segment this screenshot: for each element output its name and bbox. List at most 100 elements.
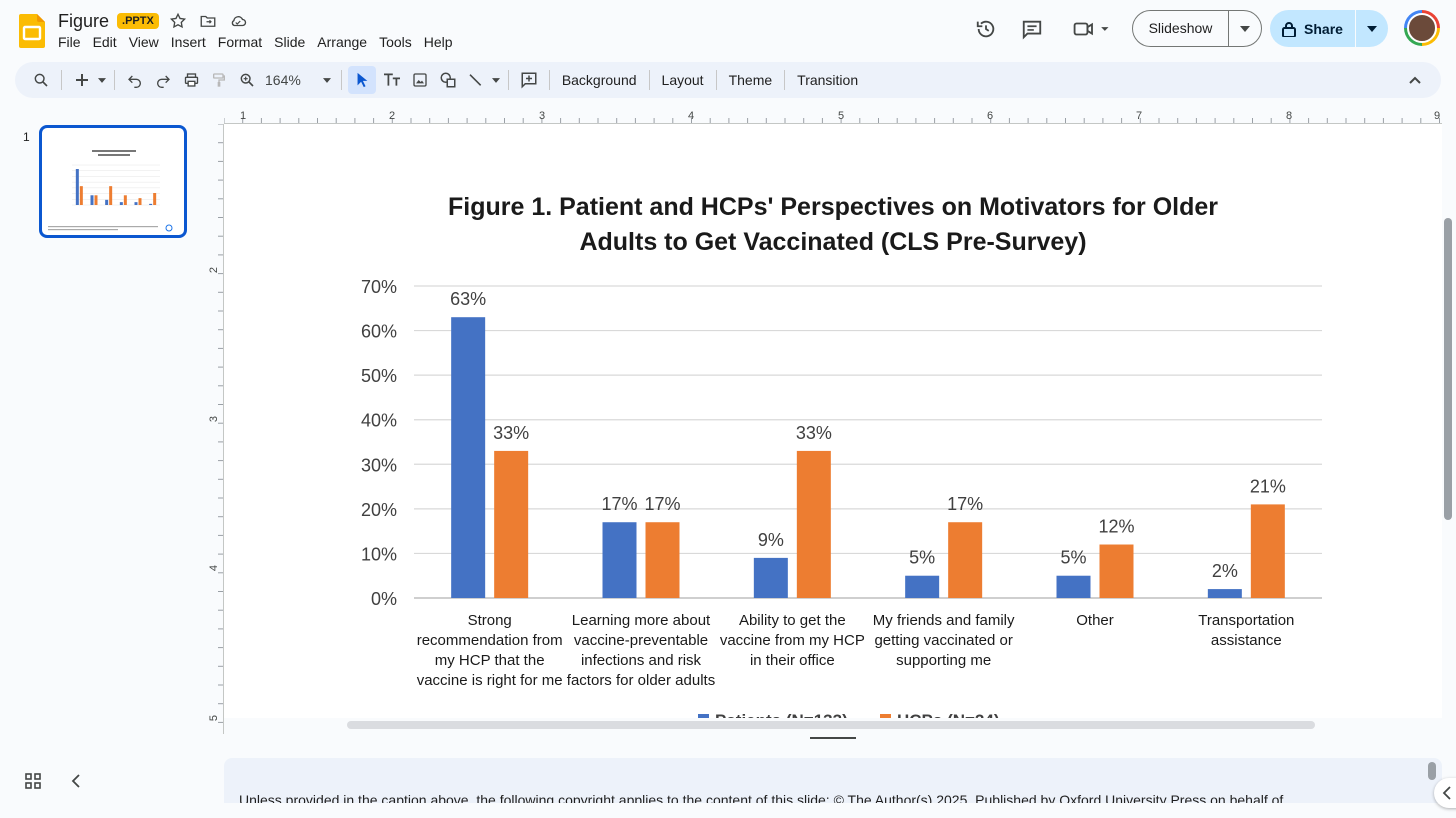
layout-button[interactable]: Layout: [661, 72, 704, 88]
vertical-scrollbar[interactable]: [1444, 218, 1452, 520]
grid-view-icon[interactable]: [24, 772, 42, 795]
category-label: getting vaccinated or: [874, 632, 1012, 649]
slideshow-button[interactable]: Slideshow: [1132, 10, 1262, 47]
slideshow-label[interactable]: Slideshow: [1133, 11, 1229, 46]
menu-bar: File Edit View Insert Format Slide Arran…: [58, 34, 465, 50]
shape-icon[interactable]: [434, 66, 462, 94]
text-box-icon[interactable]: [378, 66, 406, 94]
share-main-button[interactable]: Share: [1270, 10, 1356, 47]
bar-patients[interactable]: [602, 522, 637, 598]
new-slide-icon[interactable]: [68, 66, 96, 94]
ruler-v-label-4: 4: [208, 565, 220, 571]
slides-logo-icon[interactable]: [19, 14, 45, 48]
add-comment-icon[interactable]: [515, 66, 543, 94]
ruler-v-label-3: 3: [208, 416, 220, 422]
y-tick-label: 40%: [361, 411, 397, 431]
bar-hcps[interactable]: [796, 450, 831, 598]
menu-tools[interactable]: Tools: [379, 34, 412, 50]
transition-button[interactable]: Transition: [797, 72, 859, 88]
horizontal-scrollbar[interactable]: [347, 721, 1315, 729]
bar-patients[interactable]: [1207, 589, 1242, 598]
comments-icon[interactable]: [1019, 16, 1045, 42]
menu-slide[interactable]: Slide: [274, 34, 306, 50]
select-cursor-icon[interactable]: [347, 66, 376, 94]
bar-value-label: 21%: [1250, 476, 1286, 496]
lock-icon: [1282, 21, 1297, 37]
ruler-v-label-2: 2: [208, 267, 220, 273]
menu-view[interactable]: View: [128, 34, 159, 50]
menu-format[interactable]: Format: [217, 34, 263, 50]
category-label: supporting me: [896, 652, 991, 669]
bar-chart[interactable]: 0% 10% 20% 30% 40% 50% 60% 70% 63% 33% 17% 17% 9% 33…: [224, 124, 1442, 718]
slide-thumbnail[interactable]: [39, 125, 187, 238]
side-panel-toggle[interactable]: [1434, 778, 1456, 808]
share-label: Share: [1304, 20, 1343, 37]
menu-file[interactable]: File: [58, 34, 81, 50]
menu-help[interactable]: Help: [423, 34, 453, 50]
vertical-ruler[interactable]: 2 3 4 5: [205, 124, 224, 734]
meet-icon[interactable]: [1069, 16, 1115, 42]
file-type-badge: .PPTX: [117, 13, 159, 29]
menu-arrange[interactable]: Arrange: [317, 34, 368, 50]
doc-title[interactable]: Figure: [58, 10, 110, 31]
bar-hcps[interactable]: [1250, 504, 1285, 598]
bar-hcps[interactable]: [494, 450, 529, 598]
avatar[interactable]: [1404, 10, 1440, 46]
toolbar-divider: [648, 70, 650, 90]
redo-icon[interactable]: [149, 66, 177, 94]
category-label: vaccine is right for me: [417, 672, 563, 689]
notes-scrollbar[interactable]: [1428, 762, 1436, 780]
bar-patients[interactable]: [905, 575, 940, 598]
bar-hcps[interactable]: [645, 522, 680, 598]
bar-value-label: 9%: [758, 530, 784, 550]
bar-patients[interactable]: [451, 317, 486, 598]
category-label: vaccine from my HCP: [720, 632, 865, 649]
speaker-notes[interactable]: Unless provided in the caption above, th…: [224, 758, 1442, 803]
speaker-notes-text[interactable]: Unless provided in the caption above, th…: [239, 792, 1284, 803]
collapse-filmstrip-icon[interactable]: [68, 772, 86, 795]
toolbar-divider: [715, 70, 717, 90]
thumb-bar: [134, 202, 138, 205]
notes-resize-handle[interactable]: [810, 737, 856, 739]
undo-icon[interactable]: [121, 66, 149, 94]
version-history-icon[interactable]: [973, 16, 999, 42]
new-slide-dropdown-icon[interactable]: [96, 66, 108, 94]
collapse-toolbar-icon[interactable]: [1401, 66, 1429, 94]
bar-hcps[interactable]: [1099, 544, 1134, 598]
category-label: vaccine-preventable: [574, 632, 708, 649]
chart-title[interactable]: Figure 1. Patient and HCPs' Perspectives…: [224, 190, 1442, 260]
category-label: assistance: [1211, 632, 1282, 649]
cloud-saved-icon[interactable]: [227, 10, 249, 32]
zoom-select[interactable]: 164%: [261, 66, 335, 94]
toolbar-divider: [548, 70, 550, 90]
slide-canvas[interactable]: Figure 1. Patient and HCPs' Perspectives…: [224, 124, 1442, 718]
print-icon[interactable]: [177, 66, 205, 94]
star-icon[interactable]: [167, 10, 189, 32]
move-folder-icon[interactable]: [197, 10, 219, 32]
insert-image-icon[interactable]: [406, 66, 434, 94]
search-menus-icon[interactable]: [27, 66, 55, 94]
toolbar-divider: [114, 70, 115, 90]
menu-insert[interactable]: Insert: [170, 34, 206, 50]
zoom-icon[interactable]: [233, 66, 261, 94]
line-dropdown-icon[interactable]: [490, 66, 502, 94]
bar-patients[interactable]: [753, 557, 788, 598]
bar-patients[interactable]: [1056, 575, 1091, 598]
share-chevron-down-icon[interactable]: [1356, 25, 1388, 32]
chevron-down-icon[interactable]: [1229, 25, 1261, 32]
category-label: my HCP that the: [435, 652, 545, 669]
bar-value-label: 5%: [909, 548, 935, 568]
category-label: infections and risk: [581, 652, 702, 669]
thumb-bar: [119, 202, 123, 205]
share-button[interactable]: Share: [1270, 10, 1388, 47]
background-button[interactable]: Background: [561, 72, 637, 88]
paint-format-icon[interactable]: [205, 66, 233, 94]
category-label: recommendation from: [417, 632, 563, 649]
bar-hcps[interactable]: [948, 522, 983, 598]
legend-label: HCPs (N=24): [897, 711, 1000, 718]
horizontal-ruler[interactable]: 1 2 3 4 5 6 7 8 9: [224, 106, 1442, 124]
menu-edit[interactable]: Edit: [92, 34, 117, 50]
theme-button[interactable]: Theme: [728, 72, 773, 88]
bar-value-label: 2%: [1212, 561, 1238, 581]
line-icon[interactable]: [462, 66, 490, 94]
